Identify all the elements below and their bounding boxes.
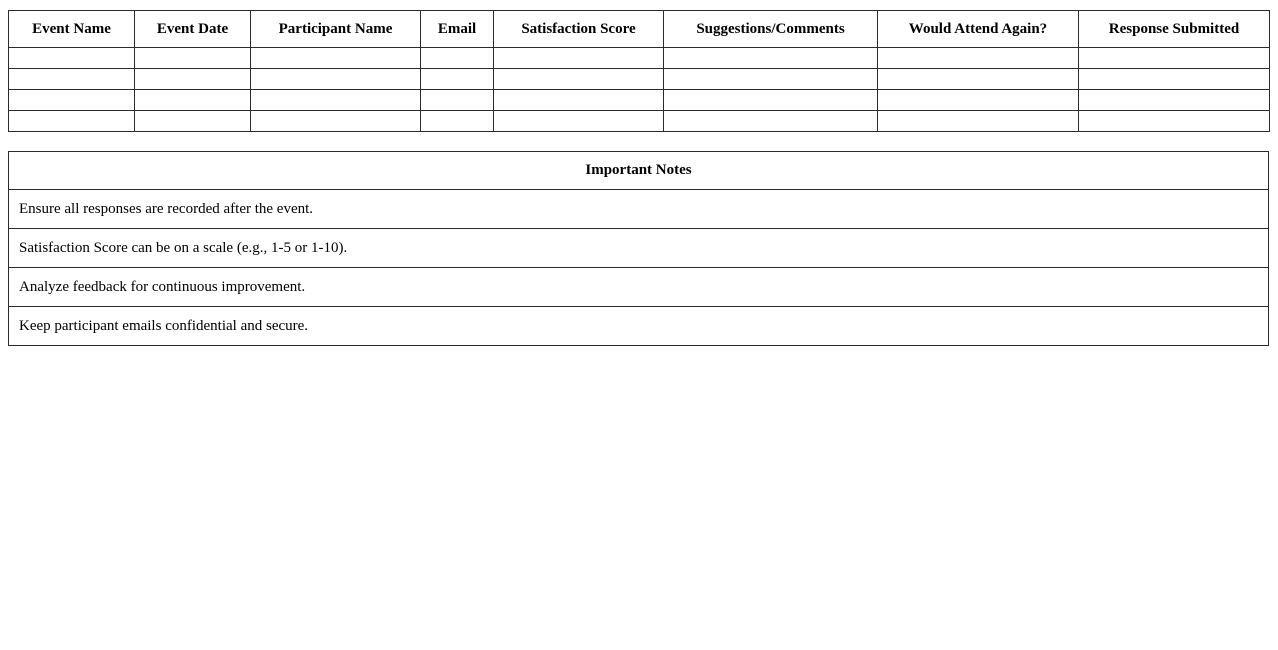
note-text: Satisfaction Score can be on a scale (e.… — [8, 228, 1269, 268]
note-row: Keep participant emails confidential and… — [8, 306, 1269, 346]
notes-title-row: Important Notes — [8, 151, 1269, 190]
empty-cell[interactable] — [1078, 68, 1270, 90]
empty-cell[interactable] — [8, 68, 135, 90]
empty-cell[interactable] — [8, 110, 135, 132]
notes-title: Important Notes — [8, 151, 1269, 190]
feedback-table: Event Name Event Date Participant Name E… — [8, 10, 1270, 132]
empty-cell[interactable] — [420, 89, 494, 111]
column-header-satisfaction-score: Satisfaction Score — [493, 10, 664, 48]
note-row: Ensure all responses are recorded after … — [8, 189, 1269, 229]
empty-cell[interactable] — [1078, 89, 1270, 111]
empty-cell[interactable] — [877, 110, 1079, 132]
empty-cell[interactable] — [250, 68, 421, 90]
empty-cell[interactable] — [663, 68, 878, 90]
note-row: Analyze feedback for continuous improvem… — [8, 267, 1269, 307]
column-header-would-attend-again: Would Attend Again? — [877, 10, 1079, 48]
empty-cell[interactable] — [134, 68, 251, 90]
empty-cell[interactable] — [250, 47, 421, 69]
empty-cell[interactable] — [877, 47, 1079, 69]
empty-cell[interactable] — [134, 89, 251, 111]
empty-cell[interactable] — [663, 89, 878, 111]
empty-cell[interactable] — [134, 110, 251, 132]
empty-cell[interactable] — [420, 68, 494, 90]
empty-cell[interactable] — [493, 47, 664, 69]
column-header-suggestions-comments: Suggestions/Comments — [663, 10, 878, 48]
empty-cell[interactable] — [663, 110, 878, 132]
empty-cell[interactable] — [663, 47, 878, 69]
empty-cell[interactable] — [134, 47, 251, 69]
empty-cell[interactable] — [250, 89, 421, 111]
column-header-email: Email — [420, 10, 494, 48]
empty-cell[interactable] — [420, 110, 494, 132]
empty-cell[interactable] — [1078, 110, 1270, 132]
note-text: Keep participant emails confidential and… — [8, 306, 1269, 346]
empty-cell[interactable] — [1078, 47, 1270, 69]
feedback-empty-row — [8, 110, 1270, 132]
empty-cell[interactable] — [8, 47, 135, 69]
empty-cell[interactable] — [493, 68, 664, 90]
column-header-response-submitted: Response Submitted — [1078, 10, 1270, 48]
feedback-empty-row — [8, 47, 1270, 69]
important-notes-table: Important Notes Ensure all responses are… — [8, 151, 1269, 346]
column-header-participant-name: Participant Name — [250, 10, 421, 48]
empty-cell[interactable] — [250, 110, 421, 132]
feedback-empty-row — [8, 68, 1270, 90]
empty-cell[interactable] — [420, 47, 494, 69]
empty-cell[interactable] — [877, 89, 1079, 111]
note-text: Analyze feedback for continuous improvem… — [8, 267, 1269, 307]
empty-cell[interactable] — [493, 89, 664, 111]
empty-cell[interactable] — [8, 89, 135, 111]
feedback-empty-row — [8, 89, 1270, 111]
note-text: Ensure all responses are recorded after … — [8, 189, 1269, 229]
empty-cell[interactable] — [493, 110, 664, 132]
column-header-event-name: Event Name — [8, 10, 135, 48]
note-row: Satisfaction Score can be on a scale (e.… — [8, 228, 1269, 268]
column-header-event-date: Event Date — [134, 10, 251, 48]
empty-cell[interactable] — [877, 68, 1079, 90]
feedback-header-row: Event Name Event Date Participant Name E… — [8, 10, 1270, 48]
